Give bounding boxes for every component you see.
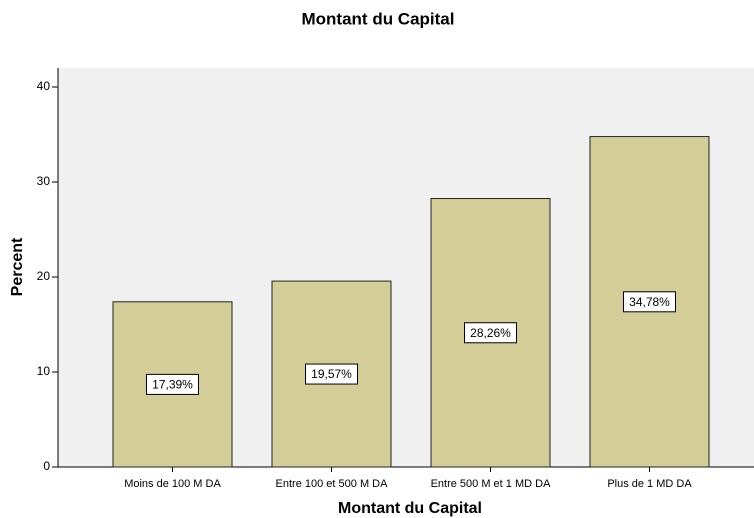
x-tick-label: Entre 100 et 500 M DA	[276, 478, 389, 490]
x-axis-title: Montant du Capital	[338, 500, 482, 517]
value-label-box	[146, 373, 199, 395]
value-label: 34,78%	[629, 295, 670, 309]
y-tick-label: 20	[37, 269, 51, 283]
y-axis-title: Percent	[9, 237, 26, 296]
x-tick-label: Moins de 100 M DA	[124, 478, 221, 490]
y-tick-label: 0	[43, 459, 50, 473]
y-tick-label: 10	[37, 364, 51, 378]
value-label-box	[464, 322, 517, 344]
y-tick-label: 30	[37, 174, 51, 188]
value-label: 17,39%	[152, 378, 193, 392]
value-label-box	[305, 363, 358, 385]
x-tick-label: Entre 500 M et 1 MD DA	[431, 478, 551, 490]
y-tick-label: 40	[37, 79, 51, 93]
x-tick-label: Plus de 1 MD DA	[607, 478, 692, 490]
chart-title: Montant du Capital	[302, 9, 455, 28]
value-label: 19,57%	[311, 367, 352, 381]
value-label: 28,26%	[470, 326, 511, 340]
value-label-box	[623, 291, 676, 313]
